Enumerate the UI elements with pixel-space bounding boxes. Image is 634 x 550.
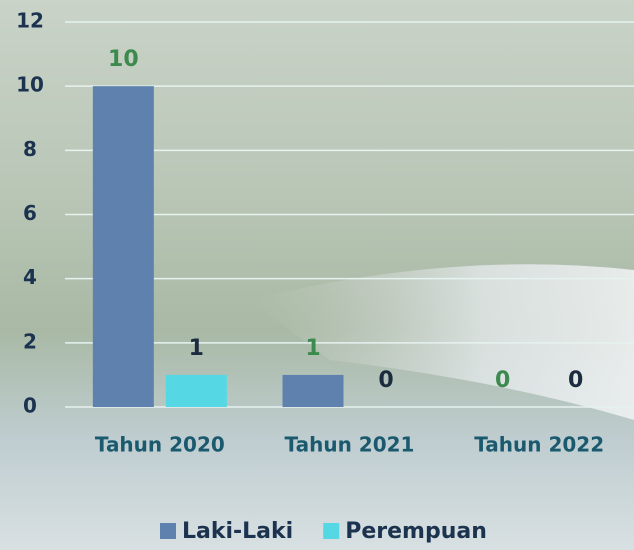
bar: [166, 375, 227, 407]
chart: 024681012Tahun 2020101Tahun 202110Tahun …: [0, 0, 634, 550]
legend-label: Laki-Laki: [182, 519, 293, 544]
data-label: 0: [495, 368, 510, 393]
y-tick-label: 0: [23, 394, 37, 418]
data-label: 1: [305, 336, 320, 361]
x-tick-label: Tahun 2020: [95, 433, 225, 457]
legend-label: Perempuan: [345, 519, 487, 544]
bar: [93, 86, 154, 407]
data-label: 0: [568, 368, 583, 393]
y-tick-label: 2: [23, 329, 37, 353]
x-tick-label: Tahun 2022: [474, 433, 604, 457]
y-tick-label: 12: [16, 9, 44, 33]
legend-swatch: [323, 523, 339, 539]
y-tick-label: 10: [16, 73, 44, 97]
page: {"chart_data": {"type": "bar", "categori…: [0, 0, 634, 550]
y-tick-label: 4: [23, 265, 37, 289]
legend-swatch: [160, 523, 176, 539]
x-tick-label: Tahun 2021: [285, 433, 415, 457]
data-label: 0: [378, 368, 393, 393]
y-tick-label: 6: [23, 201, 37, 225]
data-label: 1: [189, 336, 204, 361]
y-tick-label: 8: [23, 137, 37, 161]
bar: [283, 375, 344, 407]
data-label: 10: [108, 47, 139, 72]
